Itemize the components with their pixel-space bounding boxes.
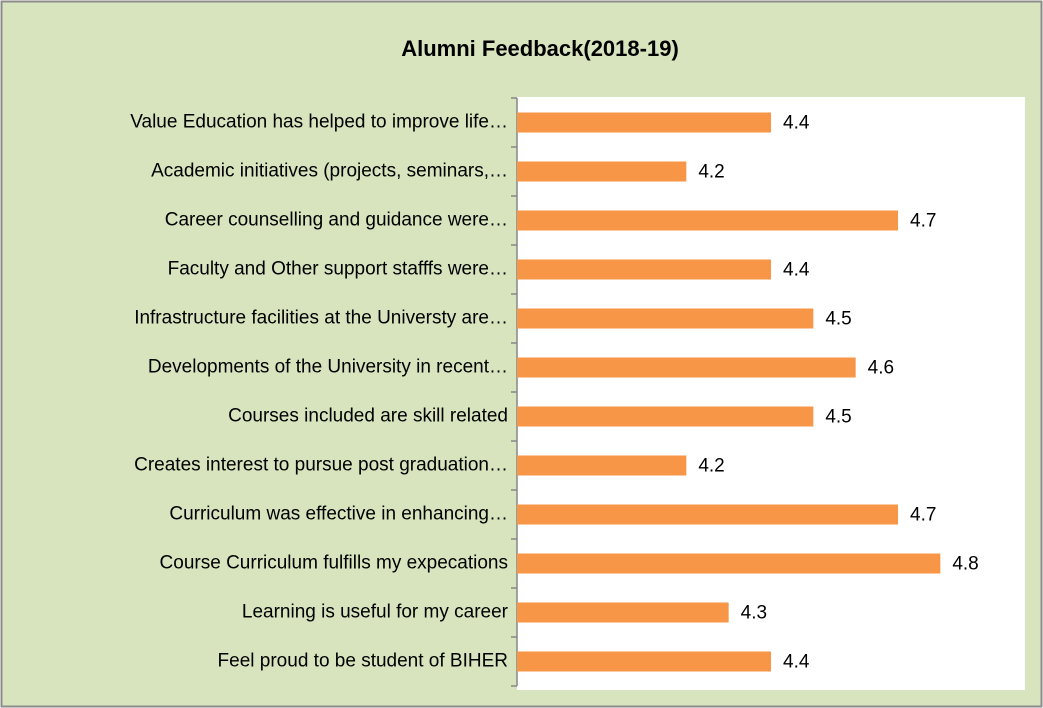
value-label: 4.4 bbox=[783, 113, 810, 134]
category-label: Career counselling and guidance were… bbox=[165, 210, 508, 231]
category-label: Feel proud to be student of BIHER bbox=[218, 651, 508, 672]
category-label: Learning is useful for my career bbox=[242, 602, 509, 623]
bar bbox=[517, 161, 687, 182]
value-label: 4.3 bbox=[741, 603, 767, 624]
category-label: Academic initiatives (projects, seminars… bbox=[151, 161, 508, 182]
category-label: Creates interest to pursue post graduati… bbox=[134, 455, 508, 476]
value-label: 4.4 bbox=[783, 260, 810, 281]
bar bbox=[517, 357, 856, 378]
bar bbox=[517, 455, 687, 476]
category-label: Courses included are skill related bbox=[228, 406, 508, 427]
category-label: Faculty and Other support stafffs were… bbox=[168, 259, 508, 280]
value-label: 4.7 bbox=[910, 211, 936, 232]
category-label: Course Curriculum fulfills my expecation… bbox=[160, 553, 508, 574]
value-label: 4.5 bbox=[825, 309, 851, 330]
value-label: 4.5 bbox=[825, 407, 851, 428]
category-label: Developments of the University in recent… bbox=[148, 357, 508, 378]
plot-area bbox=[517, 97, 1025, 690]
bar bbox=[517, 602, 729, 623]
bar bbox=[517, 210, 898, 231]
value-label: 4.2 bbox=[698, 456, 724, 477]
bar bbox=[517, 259, 771, 280]
bar bbox=[517, 504, 898, 525]
bar bbox=[517, 553, 941, 574]
chart-title: Alumni Feedback(2018-19) bbox=[401, 36, 679, 61]
category-label: Curriculum was effective in enhancing… bbox=[169, 504, 508, 525]
bar bbox=[517, 112, 771, 133]
value-label: 4.8 bbox=[952, 554, 978, 575]
value-label: 4.7 bbox=[910, 505, 936, 526]
value-label: 4.6 bbox=[868, 358, 894, 379]
bar bbox=[517, 406, 814, 427]
value-label: 4.2 bbox=[698, 162, 724, 183]
bar bbox=[517, 308, 814, 329]
bar bbox=[517, 651, 771, 672]
category-label: Infrastructure facilities at the Univers… bbox=[134, 308, 508, 329]
value-label: 4.4 bbox=[783, 652, 810, 673]
category-label: Value Education has helped to improve li… bbox=[130, 112, 508, 133]
